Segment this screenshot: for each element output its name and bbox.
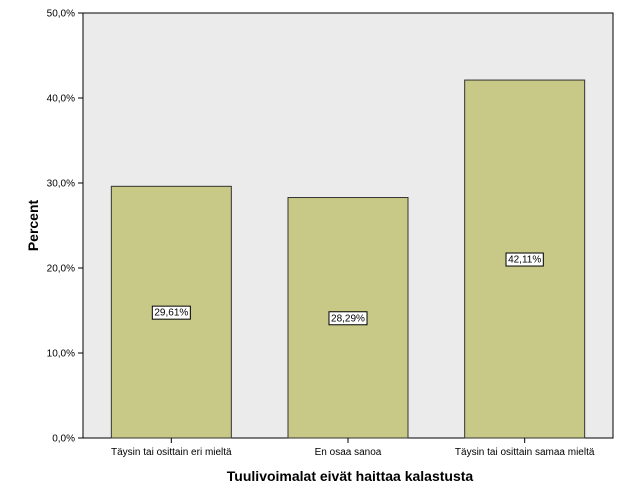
x-axis-ticks: Täysin tai osittain eri mieltä En osaa sa… <box>111 438 595 458</box>
y-tick-label: 10,0% <box>47 349 75 360</box>
data-label: 28,29% <box>328 311 368 326</box>
y-axis-title: Percent <box>25 199 41 251</box>
x-axis-title: Tuulivoimalat eivät haittaa kalastusta <box>227 468 474 484</box>
data-label: 42,11% <box>505 252 544 267</box>
y-tick-label: 20,0% <box>47 264 75 275</box>
data-label-text: 42,11% <box>508 255 541 266</box>
data-label-box <box>151 305 191 320</box>
data-label-text: 29,61% <box>154 308 188 319</box>
y-tick-label: 30,0% <box>47 179 75 190</box>
data-label-text: 28,29% <box>331 313 365 324</box>
data-labels-layer: 29,61% 28,29% 42,11% <box>151 252 544 326</box>
data-label-box <box>328 311 368 326</box>
data-label-box <box>505 252 544 267</box>
data-label: 29,61% <box>151 305 191 320</box>
y-axis-ticks: 0,0% 10,0% 20,0% 30,0% 40,0% 50,0% <box>47 9 83 445</box>
x-tick-label: Täysin tai osittain samaa mieltä <box>455 447 595 458</box>
y-tick-label: 0,0% <box>52 434 75 445</box>
y-tick-label: 40,0% <box>47 94 75 105</box>
x-tick-label: Täysin tai osittain eri mieltä <box>111 447 232 458</box>
y-tick-label: 50,0% <box>47 9 75 20</box>
x-tick-label: En osaa sanoa <box>315 447 382 458</box>
